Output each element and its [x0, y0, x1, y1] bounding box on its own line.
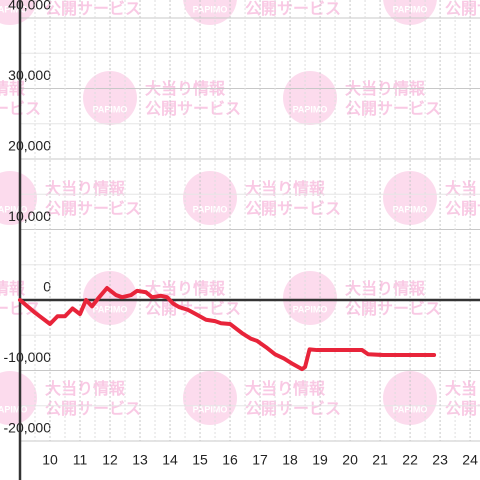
watermark-text: 公開サービス — [145, 100, 241, 118]
watermark-circle — [183, 0, 237, 25]
watermark-text: 大当り情報 — [445, 179, 480, 198]
watermark-brand: PAPIMO — [0, 4, 27, 14]
x-tick-label: 10 — [42, 452, 58, 468]
y-tick-label: 40,000 — [8, 0, 51, 13]
x-tick-label: 22 — [402, 452, 418, 468]
x-tick-label: 21 — [372, 452, 388, 468]
watermark-text: 公開サービス — [445, 400, 480, 418]
x-tick-label: 14 — [162, 452, 178, 468]
data-line — [18, 286, 437, 372]
y-tick-label: 30,000 — [8, 67, 51, 83]
watermark-text: 公開サービス — [245, 0, 341, 18]
watermark-text: 公開サービス — [145, 300, 241, 318]
watermark-circle — [183, 371, 237, 425]
y-tick-label: -10,000 — [4, 349, 52, 365]
x-tick-label: 24 — [462, 452, 478, 468]
watermark-text: 大当り情報 — [45, 379, 126, 398]
watermark-text: 公開サービス — [45, 0, 141, 18]
watermark-brand: PAPIMO — [193, 4, 228, 14]
x-tick-label: 20 — [342, 452, 358, 468]
watermark-text: 公開サービス — [245, 200, 341, 218]
watermark-circle — [183, 171, 237, 225]
watermark-brand: PAPIMO — [0, 404, 27, 414]
watermark-text: 公開サービス — [445, 200, 480, 218]
watermark-text: 大当り情報 — [45, 179, 126, 198]
watermark-text: 公開サービス — [245, 400, 341, 418]
y-tick-label: 10,000 — [8, 208, 51, 224]
y-tick-label: 0 — [43, 279, 51, 295]
watermark-text: 大当り情報 — [245, 179, 326, 198]
y-tick-label: -20,000 — [4, 420, 52, 436]
watermark-circle — [283, 71, 337, 125]
watermark-circle — [0, 371, 37, 425]
watermark-text: 公開サービス — [45, 200, 141, 218]
x-tick-label: 12 — [102, 452, 118, 468]
watermark-brand: PAPIMO — [0, 204, 27, 214]
x-tick-label: 18 — [282, 452, 298, 468]
watermark-text: 公開サービス — [445, 0, 480, 18]
x-tick-label: 17 — [252, 452, 268, 468]
x-tick-label: 19 — [312, 452, 328, 468]
watermark-brand: PAPIMO — [193, 404, 228, 414]
watermark-text: 公開サービス — [345, 100, 441, 118]
watermark-brand: PAPIMO — [293, 104, 328, 114]
watermark-circle — [283, 271, 337, 325]
watermark-text: 大当り情報 — [345, 279, 426, 298]
watermark-text: 公開サービス — [345, 300, 441, 318]
watermark-brand: PAPIMO — [193, 204, 228, 214]
x-tick-label: 23 — [432, 452, 448, 468]
x-tick-label: 11 — [73, 452, 88, 468]
watermark-text: 公開サービス — [45, 400, 141, 418]
x-tick-label: 13 — [132, 452, 148, 468]
watermark-brand: PAPIMO — [293, 304, 328, 314]
watermark-circle — [0, 171, 37, 225]
x-tick-label: 16 — [222, 452, 238, 468]
watermark-text: 大当り情報 — [245, 379, 326, 398]
watermarks: PAPIMO大当り情報公開サービスPAPIMO大当り情報公開サービスPAPIMO… — [0, 0, 480, 425]
x-tick-label: 15 — [192, 452, 208, 468]
watermark-circle — [0, 0, 37, 25]
y-tick-label: 20,000 — [8, 138, 51, 154]
watermark-text: 大当り情報 — [0, 279, 26, 298]
watermark-text: 大当り情報 — [445, 379, 480, 398]
